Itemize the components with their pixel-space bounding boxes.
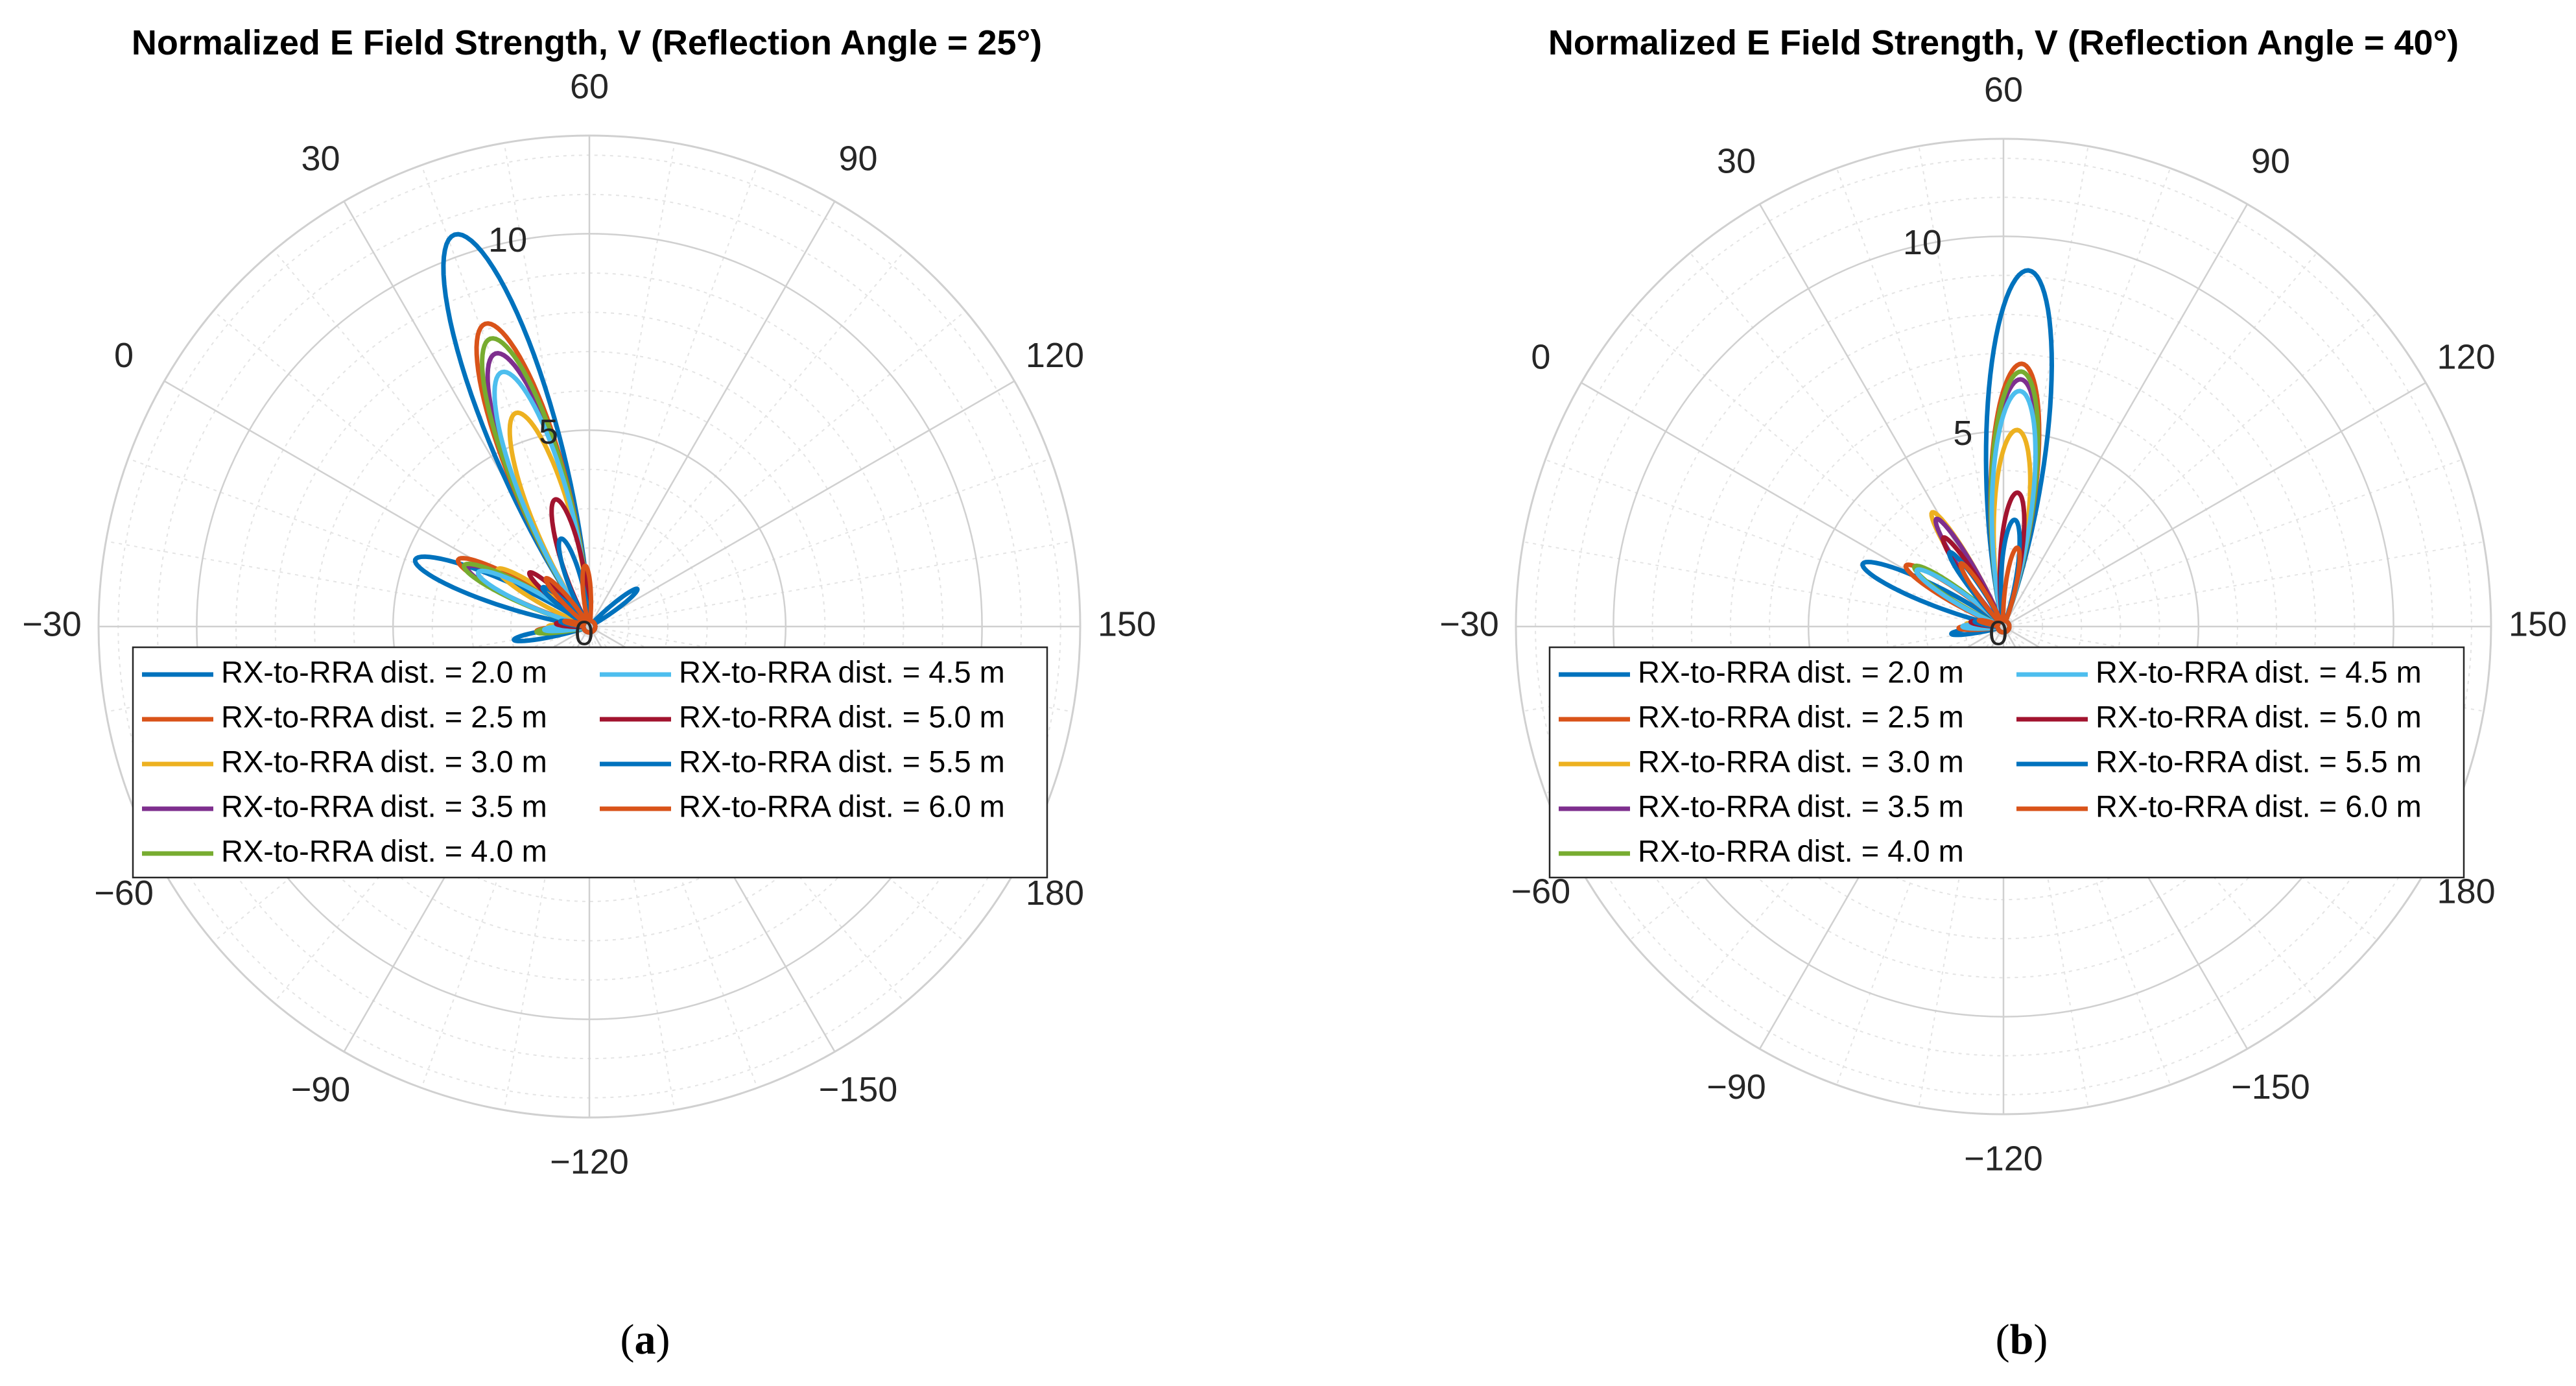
legend-entry-label: RX-to-RRA dist. = 3.5 m bbox=[1638, 789, 1964, 823]
legend-entry-label: RX-to-RRA dist. = 5.5 m bbox=[2096, 744, 2422, 778]
angle-tick-label: 120 bbox=[2437, 337, 2496, 376]
angle-tick-label: −30 bbox=[22, 604, 82, 643]
minor-spoke bbox=[1523, 541, 2004, 627]
series-layer bbox=[412, 232, 640, 643]
chart-title: Normalized E Field Strength, V (Reflecti… bbox=[1548, 23, 2459, 62]
angle-tick-label: −120 bbox=[1964, 1139, 2043, 1178]
caption-close-paren: ) bbox=[2033, 1316, 2048, 1363]
minor-spoke bbox=[2003, 541, 2484, 627]
legend-entry-label: RX-to-RRA dist. = 5.0 m bbox=[2096, 699, 2422, 734]
angle-tick-label: 90 bbox=[2251, 142, 2290, 181]
major-spoke bbox=[588, 200, 836, 627]
legend-entry-label: RX-to-RRA dist. = 4.0 m bbox=[221, 833, 547, 868]
radial-tick-label: 10 bbox=[488, 221, 527, 259]
caption-open-paren: ( bbox=[1996, 1316, 2010, 1363]
angle-tick-label: 30 bbox=[301, 139, 340, 178]
caption-close-paren: ) bbox=[656, 1316, 670, 1363]
legend-entry-label: RX-to-RRA dist. = 2.5 m bbox=[221, 699, 547, 734]
radial-tick-label: 5 bbox=[539, 412, 558, 451]
major-spoke bbox=[2003, 381, 2426, 628]
minor-spoke bbox=[2003, 312, 2378, 627]
angle-tick-label: −60 bbox=[94, 874, 154, 913]
axis-labels: 30 60 90 120 150 180 −150 −120 −90 −60 −30 0 0 5 10 bbox=[1439, 70, 2567, 1178]
angle-tick-label: 0 bbox=[114, 336, 134, 375]
radial-tick-label: 0 bbox=[1989, 614, 2008, 652]
caption-open-paren: ( bbox=[620, 1316, 635, 1363]
angle-tick-label: −90 bbox=[1707, 1068, 1766, 1106]
legend-entry-label: RX-to-RRA dist. = 6.0 m bbox=[2096, 789, 2422, 823]
outer-ring bbox=[97, 134, 1081, 1119]
angle-tick-label: 120 bbox=[1026, 336, 1084, 375]
panel-caption: (b) bbox=[1996, 1316, 2048, 1363]
minor-spoke bbox=[2003, 459, 2462, 627]
legend: RX-to-RRA dist. = 2.0 m RX-to-RRA dist. =… bbox=[1548, 646, 2465, 879]
angle-tick-label: 30 bbox=[1717, 142, 1756, 181]
legend-entry-label: RX-to-RRA dist. = 2.5 m bbox=[1638, 699, 1964, 734]
angle-tick-label: 90 bbox=[838, 139, 877, 178]
major-spoke bbox=[2002, 204, 2249, 627]
radial-tick-label: 5 bbox=[1953, 414, 1972, 453]
radial-tick-label: 0 bbox=[574, 614, 594, 652]
legend-entry-label: RX-to-RRA dist. = 3.0 m bbox=[1638, 744, 1964, 778]
caption-letter: a bbox=[635, 1316, 656, 1363]
legend-entry-label: RX-to-RRA dist. = 4.5 m bbox=[679, 654, 1005, 689]
panel-caption: (a) bbox=[620, 1316, 670, 1363]
angle-tick-label: 180 bbox=[2437, 872, 2496, 911]
minor-spoke bbox=[1689, 252, 2004, 627]
angle-tick-label: −30 bbox=[1439, 604, 1499, 643]
caption-letter: b bbox=[2010, 1316, 2034, 1363]
axis-labels: 30 60 90 120 150 180 −150 −120 −90 −60 −30 0 0 5 10 bbox=[22, 67, 1156, 1181]
series-curve bbox=[543, 563, 598, 635]
minor-spoke bbox=[2003, 146, 2089, 627]
minor-spoke bbox=[1836, 168, 2004, 627]
angle-tick-label: 0 bbox=[1531, 337, 1550, 376]
angle-tick-label: 60 bbox=[570, 67, 609, 106]
angle-tick-label: −60 bbox=[1511, 872, 1571, 911]
angle-tick-label: −150 bbox=[2231, 1068, 2310, 1106]
legend-entry-label: RX-to-RRA dist. = 4.0 m bbox=[1638, 833, 1964, 868]
angle-tick-label: 150 bbox=[2509, 604, 2567, 643]
legend-entry-label: RX-to-RRA dist. = 3.0 m bbox=[221, 744, 547, 778]
legend-entry-label: RX-to-RRA dist. = 5.0 m bbox=[679, 699, 1005, 734]
angle-tick-label: −120 bbox=[550, 1142, 629, 1181]
legend-entry-label: RX-to-RRA dist. = 2.0 m bbox=[221, 654, 547, 689]
angle-tick-label: −90 bbox=[291, 1070, 351, 1109]
chart-title: Normalized E Field Strength, V (Reflecti… bbox=[132, 23, 1042, 62]
minor-spoke bbox=[1545, 459, 2004, 627]
legend-entry-label: RX-to-RRA dist. = 4.5 m bbox=[2096, 654, 2422, 689]
radial-tick-label: 10 bbox=[1903, 223, 1942, 262]
series-curve bbox=[1958, 545, 2022, 635]
legend-entry-label: RX-to-RRA dist. = 6.0 m bbox=[679, 789, 1005, 823]
polar-chart-a: Normalized E Field Strength, V (Reflecti… bbox=[22, 23, 1156, 1363]
minor-spoke bbox=[1629, 312, 2004, 627]
angle-tick-label: 60 bbox=[1984, 70, 2023, 109]
legend-entry-label: RX-to-RRA dist. = 5.5 m bbox=[679, 744, 1005, 778]
series-layer bbox=[1860, 268, 2054, 638]
angle-tick-label: 180 bbox=[1026, 874, 1084, 913]
legend-entry-label: RX-to-RRA dist. = 2.0 m bbox=[1638, 654, 1964, 689]
minor-spoke bbox=[1918, 146, 2004, 627]
angle-tick-label: 150 bbox=[1098, 604, 1156, 643]
minor-spoke bbox=[2003, 252, 2318, 627]
legend-entry-label: RX-to-RRA dist. = 3.5 m bbox=[221, 789, 547, 823]
major-spoke bbox=[589, 380, 1015, 628]
outer-ring bbox=[1515, 137, 2492, 1116]
legend-box bbox=[132, 646, 1048, 879]
minor-spoke bbox=[2003, 168, 2171, 627]
polar-chart-b: Normalized E Field Strength, V (Reflecti… bbox=[1439, 23, 2567, 1363]
legend-box bbox=[1548, 646, 2465, 879]
legend: RX-to-RRA dist. = 2.0 m RX-to-RRA dist. =… bbox=[132, 646, 1048, 879]
angle-tick-label: −150 bbox=[819, 1070, 898, 1109]
